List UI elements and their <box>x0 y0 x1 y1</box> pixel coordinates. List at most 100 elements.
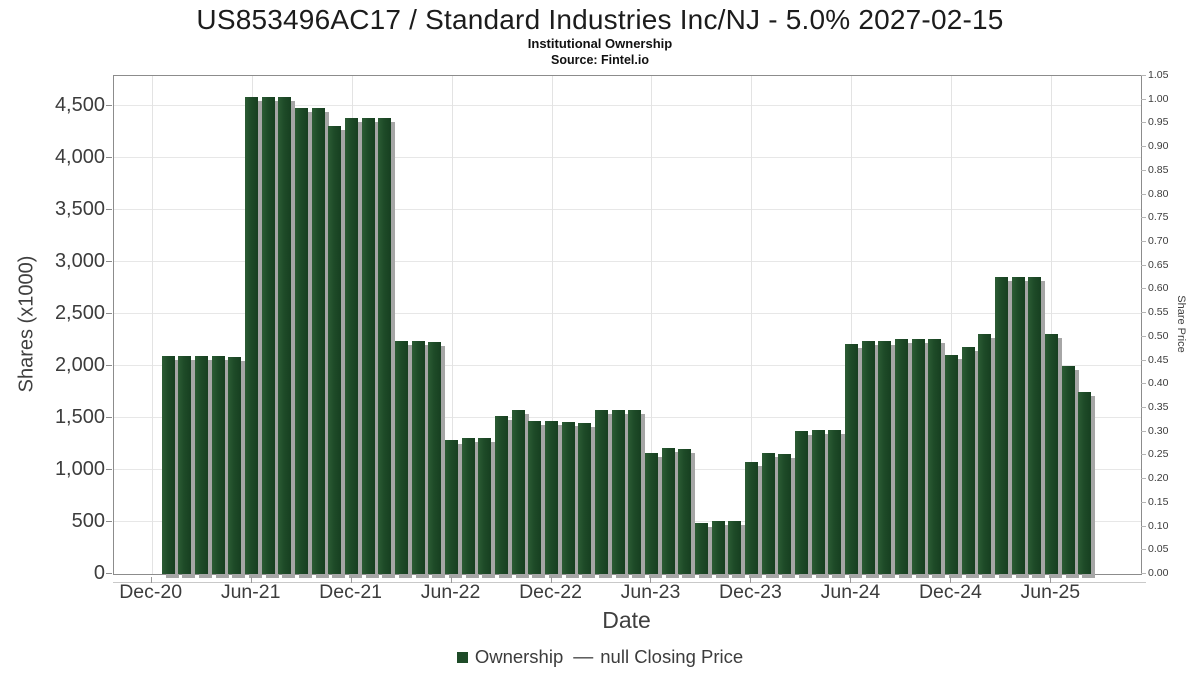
y-axis-tick-label-right: 0.45 <box>1148 353 1169 366</box>
y-axis-tick-label-left: 4,500 <box>54 94 105 117</box>
y-axis-tick-label-right: 0.70 <box>1148 235 1169 247</box>
gridline-vertical <box>151 76 153 574</box>
gridline-horizontal <box>114 365 1141 367</box>
y-axis-tick-mark-right <box>1141 525 1146 527</box>
x-axis-tick-label: Jun-24 <box>820 581 881 603</box>
ownership-bar[interactable] <box>944 354 958 574</box>
ownership-bar[interactable] <box>261 96 275 574</box>
ownership-bar[interactable] <box>1078 392 1092 574</box>
y-axis-tick-label-left: 3,500 <box>54 198 105 221</box>
ownership-bar[interactable] <box>411 341 425 574</box>
ownership-bar[interactable] <box>245 96 259 574</box>
ownership-bar[interactable] <box>178 355 192 574</box>
ownership-bar[interactable] <box>228 356 242 574</box>
ownership-bar[interactable] <box>928 339 942 574</box>
ownership-bar[interactable] <box>578 423 592 574</box>
ownership-bar[interactable] <box>561 422 575 574</box>
ownership-bar[interactable] <box>844 344 858 574</box>
chart-subtitle: Institutional Ownership <box>527 36 673 51</box>
ownership-bar[interactable] <box>644 453 658 574</box>
ownership-bar[interactable] <box>445 439 459 574</box>
ownership-bar[interactable] <box>278 96 292 574</box>
ownership-bar[interactable] <box>428 342 442 574</box>
ownership-bar[interactable] <box>1044 333 1058 574</box>
ownership-bar[interactable] <box>161 355 175 574</box>
ownership-bar[interactable] <box>1028 276 1042 574</box>
x-axis-tick-label: Dec-22 <box>519 581 582 603</box>
ownership-bar[interactable] <box>345 117 359 574</box>
ownership-bar[interactable] <box>528 421 542 574</box>
ownership-bar[interactable] <box>628 409 642 574</box>
ownership-bar[interactable] <box>728 520 742 574</box>
ownership-bar[interactable] <box>611 409 625 574</box>
gridline-vertical <box>751 76 753 574</box>
ownership-bar[interactable] <box>361 117 375 574</box>
y-axis-tick-mark-right <box>1141 335 1146 337</box>
ownership-bar[interactable] <box>794 430 808 574</box>
closing-price-line-icon: — <box>573 645 594 668</box>
y-axis-tick-mark-right <box>1141 217 1146 219</box>
y-axis-tick-mark-right <box>1141 193 1146 195</box>
ownership-bar[interactable] <box>744 461 758 574</box>
y-axis-tick-mark-left <box>106 313 112 315</box>
ownership-bar[interactable] <box>911 339 925 574</box>
ownership-bar[interactable] <box>328 125 342 574</box>
ownership-bar[interactable] <box>894 339 908 574</box>
ownership-bar[interactable] <box>694 523 708 574</box>
gridline-vertical <box>651 76 653 574</box>
y-axis-tick-label-left: 2,000 <box>54 354 105 377</box>
ownership-bar[interactable] <box>211 355 225 574</box>
y-axis-tick-label-right: 0.25 <box>1148 448 1169 461</box>
legend-item-closing-price[interactable]: — null Closing Price <box>573 646 743 668</box>
ownership-bar[interactable] <box>295 108 309 574</box>
gridline-horizontal <box>114 469 1141 471</box>
ownership-bar[interactable] <box>661 448 675 574</box>
y-axis-tick-label-left: 1,500 <box>54 406 105 429</box>
y-axis-tick-mark-right <box>1141 573 1146 574</box>
x-axis-tick-label: Jun-21 <box>220 581 281 603</box>
ownership-bar[interactable] <box>1061 366 1075 574</box>
ownership-bar[interactable] <box>978 333 992 574</box>
ownership-bar[interactable] <box>378 117 392 574</box>
ownership-bar[interactable] <box>828 429 842 574</box>
ownership-bar[interactable] <box>961 347 975 574</box>
ownership-bar[interactable] <box>1011 276 1025 574</box>
y-axis-tick-label-left: 500 <box>71 510 105 533</box>
y-axis-tick-label-left: 2,500 <box>54 302 105 325</box>
ownership-bar[interactable] <box>761 453 775 574</box>
ownership-bar[interactable] <box>395 341 409 574</box>
ownership-swatch-icon <box>456 651 468 663</box>
y-axis-tick-label-right: 1.05 <box>1148 69 1169 81</box>
x-axis-tick-mark <box>650 577 652 583</box>
legend-item-ownership[interactable]: Ownership <box>456 646 563 668</box>
ownership-bar[interactable] <box>861 341 875 574</box>
ownership-bar[interactable] <box>778 454 792 574</box>
ownership-bar[interactable] <box>311 108 325 574</box>
y-axis-tick-label-right: 0.20 <box>1148 472 1169 485</box>
x-axis-tick-mark <box>350 577 352 583</box>
x-axis-tick-mark <box>750 577 752 583</box>
ownership-bar[interactable] <box>678 449 692 574</box>
ownership-bar[interactable] <box>811 429 825 574</box>
ownership-bar[interactable] <box>195 355 209 574</box>
y-axis-tick-label-right: 0.55 <box>1148 306 1169 319</box>
x-axis-tick-label: Jun-22 <box>420 581 481 603</box>
ownership-bar[interactable] <box>545 421 559 574</box>
ownership-bar[interactable] <box>478 437 492 574</box>
y-axis-tick-mark-right <box>1141 169 1146 171</box>
ownership-bar[interactable] <box>994 276 1008 574</box>
ownership-bar[interactable] <box>495 415 509 574</box>
ownership-bar[interactable] <box>461 437 475 574</box>
x-axis-tick-label: Dec-23 <box>719 581 782 603</box>
chart-title: US853496AC17 / Standard Industries Inc/N… <box>196 4 1004 35</box>
ownership-bar[interactable] <box>511 409 525 574</box>
y-axis-tick-mark-left <box>106 521 112 523</box>
y-axis-tick-mark-right <box>1141 430 1146 432</box>
ownership-bar[interactable] <box>595 409 608 574</box>
ownership-bar[interactable] <box>878 341 892 574</box>
ownership-bar[interactable] <box>711 520 725 574</box>
y-axis-tick-mark-left <box>106 417 112 419</box>
x-axis-tick-mark <box>1050 577 1052 583</box>
y-axis-tick-mark-right <box>1141 549 1146 551</box>
